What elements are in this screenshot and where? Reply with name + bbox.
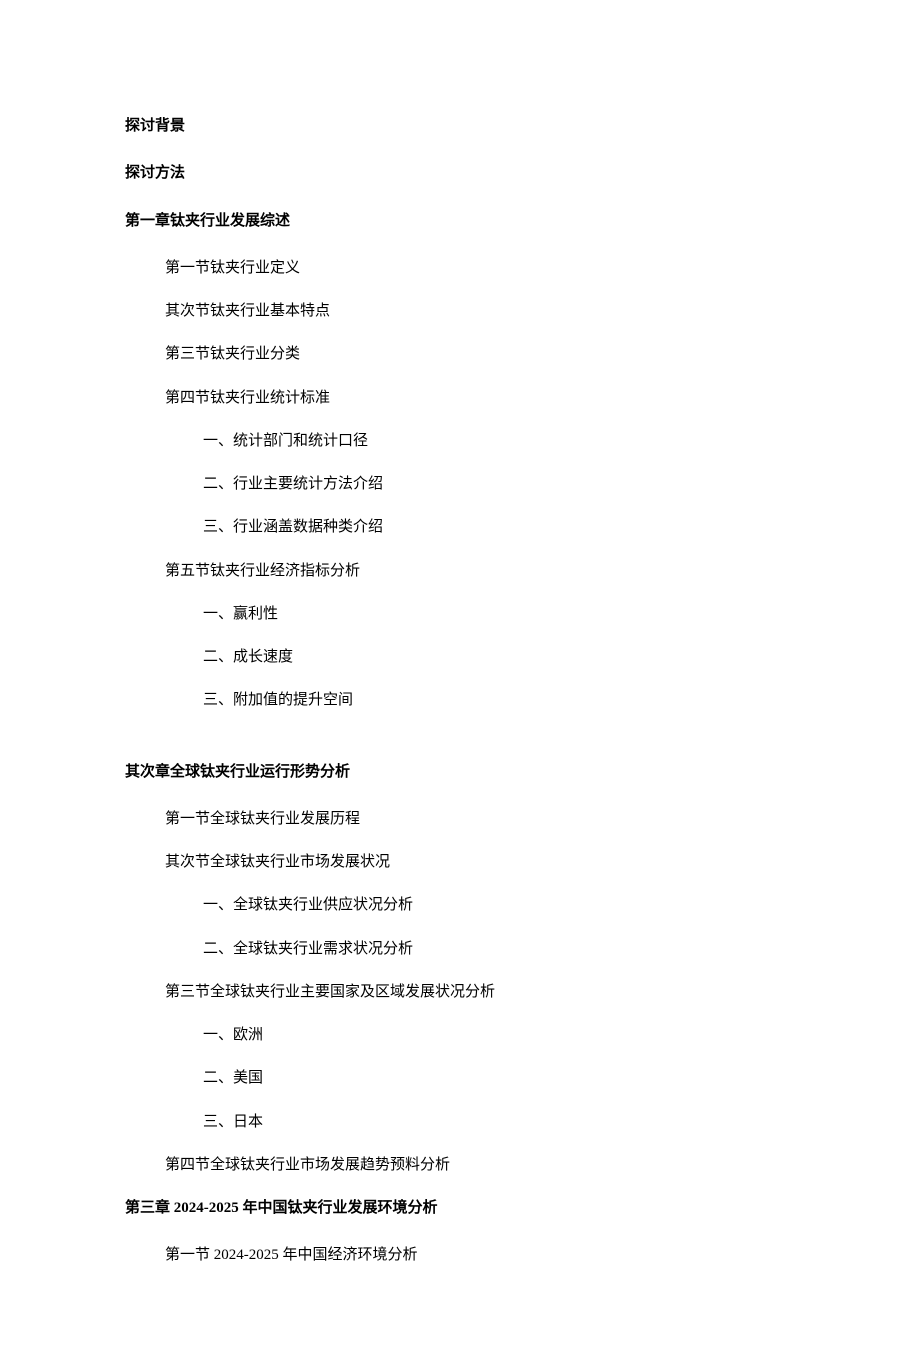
item-2-2-2: 二、全球钛夹行业需求状况分析 bbox=[203, 938, 795, 961]
section-spacer bbox=[125, 733, 795, 761]
chapter-1-title: 第一章钛夹行业发展综述 bbox=[125, 210, 795, 233]
heading-method: 探讨方法 bbox=[125, 162, 795, 185]
heading-background: 探讨背景 bbox=[125, 115, 795, 138]
item-2-2-1: 一、全球钛夹行业供应状况分析 bbox=[203, 894, 795, 917]
item-2-3-2: 二、美国 bbox=[203, 1067, 795, 1090]
section-1-5: 第五节钛夹行业经济指标分析 bbox=[165, 560, 795, 583]
section-2-1: 第一节全球钛夹行业发展历程 bbox=[165, 808, 795, 831]
section-1-4: 第四节钛夹行业统计标准 bbox=[165, 387, 795, 410]
section-2-2: 其次节全球钛夹行业市场发展状况 bbox=[165, 851, 795, 874]
item-2-3-1: 一、欧洲 bbox=[203, 1024, 795, 1047]
section-3-1: 第一节 2024-2025 年中国经济环境分析 bbox=[165, 1244, 795, 1267]
section-1-3: 第三节钛夹行业分类 bbox=[165, 343, 795, 366]
section-1-2: 其次节钛夹行业基本特点 bbox=[165, 300, 795, 323]
item-1-4-3: 三、行业涵盖数据种类介绍 bbox=[203, 516, 795, 539]
section-1-1: 第一节钛夹行业定义 bbox=[165, 257, 795, 280]
chapter-2-title: 其次章全球钛夹行业运行形势分析 bbox=[125, 761, 795, 784]
item-1-5-3: 三、附加值的提升空间 bbox=[203, 689, 795, 712]
chapter-3-title: 第三章 2024-2025 年中国钛夹行业发展环境分析 bbox=[125, 1197, 795, 1220]
item-1-5-2: 二、成长速度 bbox=[203, 646, 795, 669]
item-1-5-1: 一、赢利性 bbox=[203, 603, 795, 626]
document-page: 探讨背景 探讨方法 第一章钛夹行业发展综述 第一节钛夹行业定义 其次节钛夹行业基… bbox=[0, 0, 920, 1348]
item-2-3-3: 三、日本 bbox=[203, 1111, 795, 1134]
item-1-4-2: 二、行业主要统计方法介绍 bbox=[203, 473, 795, 496]
section-2-4: 第四节全球钛夹行业市场发展趋势预料分析 bbox=[165, 1154, 795, 1177]
section-2-3: 第三节全球钛夹行业主要国家及区域发展状况分析 bbox=[165, 981, 795, 1004]
item-1-4-1: 一、统计部门和统计口径 bbox=[203, 430, 795, 453]
